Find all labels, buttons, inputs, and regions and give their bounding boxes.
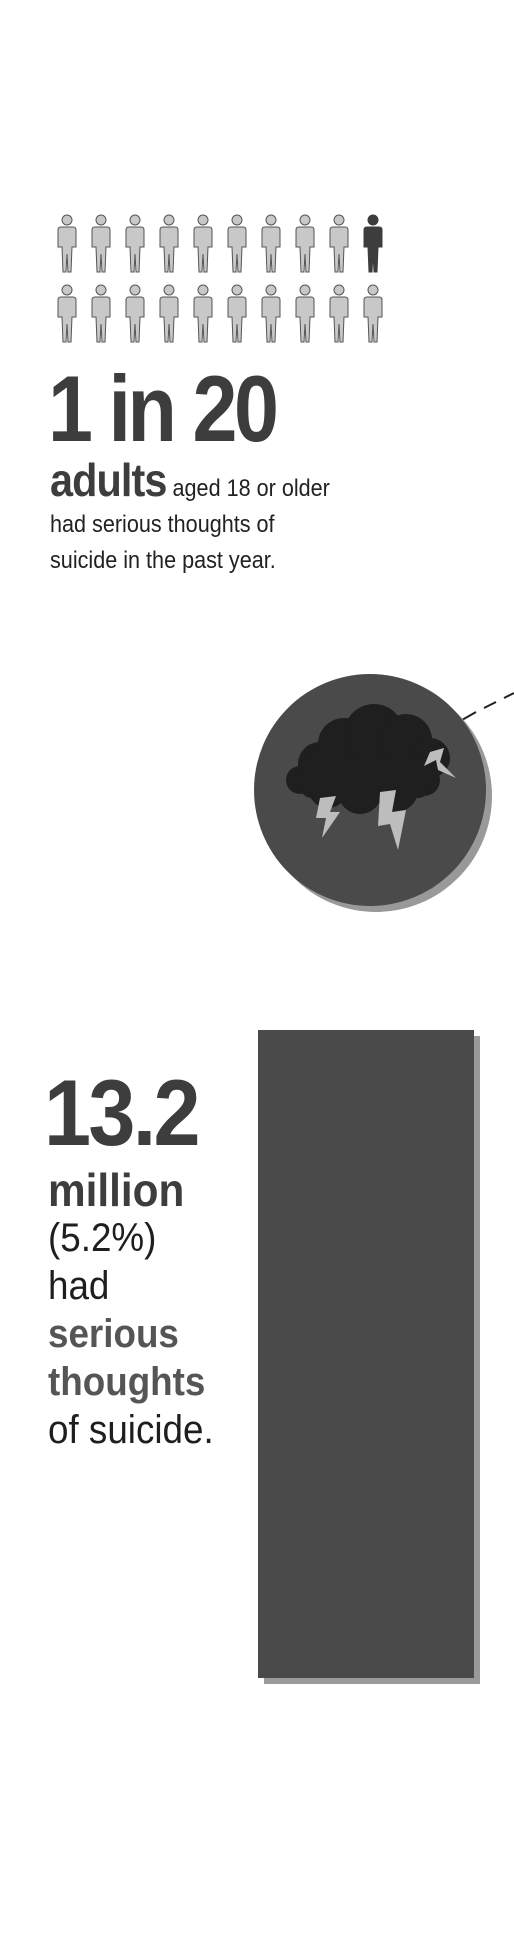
million-line-thoughts: thoughts [48,1360,206,1404]
person-icon [227,284,247,343]
person-icon [159,214,179,273]
person-icon [125,214,145,273]
person-icon [329,284,349,343]
million-value: 13.2 [44,1060,201,1165]
person-icon [125,284,145,343]
person-icon [57,214,77,273]
headline-description: adults aged 18 or older had serious thou… [50,457,347,579]
person-icon [91,284,111,343]
person-icon [329,214,349,273]
bar-chart [250,1030,490,1690]
million-line-suicide: of suicide. [48,1408,214,1452]
dashed-connector [461,692,514,721]
person-icon [159,284,179,343]
person-icon [363,284,383,343]
lightning-bolts [316,748,456,850]
person-icon [295,214,315,273]
person-icon [193,214,213,273]
pictograph-svg [57,214,383,343]
million-percent: (5.2%) [48,1216,157,1260]
person-icon-highlighted [363,214,383,273]
people-pictograph [52,214,392,350]
person-icon [261,214,281,273]
headline-description-text: aged 18 or older had serious thoughts of… [50,475,330,574]
person-icon [295,284,315,343]
million-stat: 13.2 million (5.2%) had serious thoughts… [44,1066,228,1454]
person-icon [57,284,77,343]
million-line-had: had [48,1264,110,1308]
person-icon [193,284,213,343]
cloud-shape [286,704,450,814]
million-line-serious: serious [48,1312,179,1356]
person-icon [261,284,281,343]
bar-chart-svg [258,1030,480,1684]
million-lines: million (5.2%) had serious thoughts of s… [48,1166,228,1454]
million-unit: million [48,1164,185,1216]
bar [258,1030,474,1678]
person-icon [91,214,111,273]
storm-cloud-icon [240,660,514,920]
headline-emphasis: adults [50,454,167,506]
person-icon [227,214,247,273]
storm-cloud-svg [254,674,514,912]
headline-stat: 1 in 20 [48,356,279,461]
